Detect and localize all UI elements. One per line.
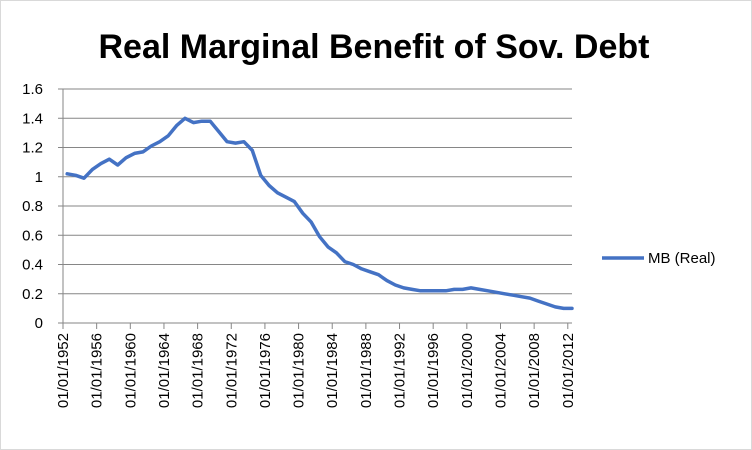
y-tick-label: 0 (35, 315, 43, 332)
legend: MB (Real) (602, 250, 716, 267)
y-tick-label: 1 (35, 169, 43, 186)
series-line (65, 116, 574, 311)
x-tick-label: 01/01/1956 (89, 333, 106, 408)
y-tick-label: 1.4 (22, 110, 43, 127)
x-tick-label: 01/01/1980 (291, 333, 308, 408)
x-tick-label: 01/01/1976 (257, 333, 274, 408)
x-tick-label: 01/01/1960 (122, 333, 139, 408)
x-tick-label: 01/01/2012 (560, 333, 577, 408)
y-tick-label: 0.4 (22, 257, 43, 274)
x-tick-label: 01/01/1972 (223, 333, 240, 408)
y-tick-label: 0.2 (22, 286, 43, 303)
y-tick-label: 0.8 (22, 198, 43, 215)
x-tick-label: 01/01/2008 (526, 333, 543, 408)
y-axis-ticks: 0 0.2 0.4 0.6 0.8 1 1.2 1.4 1.6 (22, 81, 63, 332)
gridlines (63, 88, 572, 295)
x-tick-label: 01/01/2004 (492, 333, 509, 408)
y-tick-label: 1.6 (22, 81, 43, 98)
y-tick-label: 0.6 (22, 227, 43, 244)
x-tick-label: 01/01/1992 (392, 333, 409, 408)
x-tick-label: 01/01/1952 (55, 333, 72, 408)
x-tick-label: 01/01/1968 (190, 333, 207, 408)
x-axis-ticks: 01/01/1952 01/01/1956 01/01/1960 01/01/1964… (55, 323, 577, 408)
series-layer (65, 116, 574, 311)
x-tick-label: 01/01/1988 (358, 333, 375, 408)
x-tick-label: 01/01/1996 (425, 333, 442, 408)
x-tick-label: 01/01/1964 (156, 333, 173, 408)
y-tick-label: 1.2 (22, 140, 43, 157)
legend-label: MB (Real) (648, 250, 716, 267)
chart-title: Real Marginal Benefit of Sov. Debt (98, 28, 649, 66)
x-tick-label: 01/01/2000 (459, 333, 476, 408)
x-tick-label: 01/01/1984 (324, 333, 341, 408)
